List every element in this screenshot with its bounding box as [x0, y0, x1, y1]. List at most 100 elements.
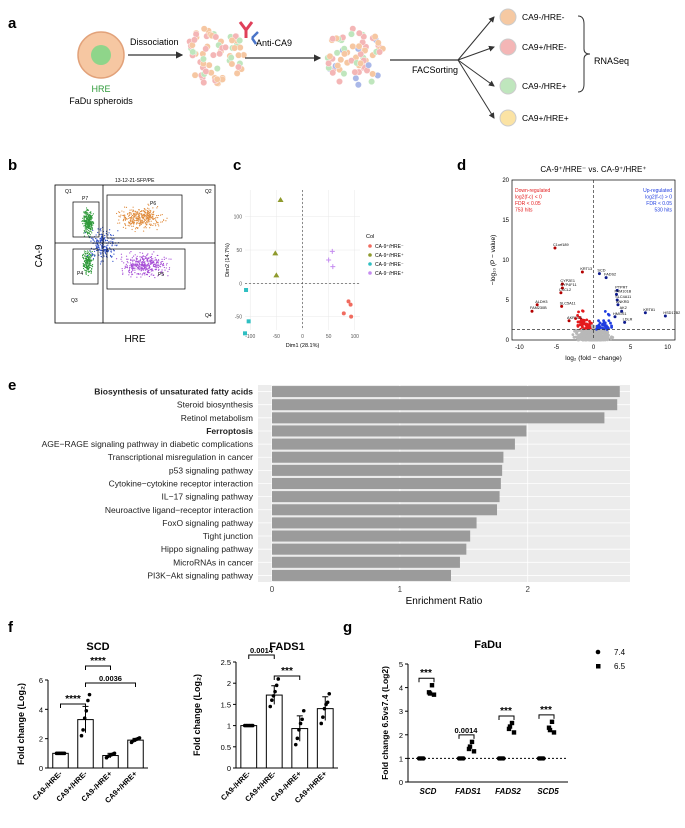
cell	[371, 33, 379, 40]
x-axis-label: log₂ (fold − change)	[565, 355, 622, 362]
event	[128, 274, 130, 276]
event	[122, 220, 124, 222]
x-tick-label: 1	[398, 585, 403, 594]
event	[100, 227, 102, 230]
event	[90, 224, 92, 227]
event	[144, 225, 146, 228]
event	[95, 241, 98, 243]
gene-point	[571, 333, 575, 337]
gene-label: CXCL2	[559, 288, 571, 292]
event	[155, 225, 157, 227]
event	[129, 217, 131, 219]
labeled-gene-point	[614, 292, 618, 296]
event	[150, 223, 152, 225]
event	[90, 222, 92, 224]
event	[159, 266, 162, 268]
event	[92, 257, 95, 260]
gene-point	[584, 334, 588, 338]
event	[144, 256, 146, 258]
gene-label: HMGS1	[613, 312, 627, 316]
event	[156, 222, 158, 224]
cell	[233, 69, 241, 77]
gene-point	[576, 314, 579, 317]
event	[108, 232, 110, 234]
event	[85, 207, 88, 209]
event	[136, 222, 138, 224]
event	[108, 241, 110, 243]
event	[116, 244, 118, 247]
y-tick-label: 3	[399, 707, 403, 716]
event	[130, 218, 132, 220]
event	[162, 273, 164, 276]
event	[136, 216, 138, 218]
event	[134, 259, 136, 261]
event	[140, 222, 142, 224]
labeled-gene-point	[560, 286, 564, 290]
event	[139, 252, 141, 254]
event	[138, 214, 140, 216]
pathway-label: Steroid biosynthesis	[177, 400, 253, 410]
event	[153, 217, 155, 220]
cell	[213, 65, 221, 72]
cell	[351, 68, 359, 76]
event	[136, 220, 138, 222]
event	[140, 269, 142, 271]
event	[150, 274, 152, 276]
event	[148, 259, 150, 261]
labeled-gene-point	[567, 319, 571, 323]
event	[84, 260, 86, 263]
event	[130, 224, 132, 226]
event	[167, 275, 169, 277]
event	[132, 218, 134, 221]
event	[131, 228, 133, 231]
event	[168, 258, 170, 260]
event	[86, 265, 88, 268]
gate-p4	[72, 248, 99, 285]
category-label: FADS1	[455, 787, 481, 796]
enrichment-bar	[272, 530, 471, 542]
event	[111, 255, 113, 257]
y-tick-label: 100	[234, 215, 243, 221]
y-axis-label: Dim2 (14.7%)	[225, 243, 231, 277]
event	[141, 216, 144, 218]
event	[106, 245, 108, 247]
event	[87, 254, 89, 256]
event	[134, 213, 136, 215]
event	[133, 221, 135, 223]
pathway-label: Tight junction	[203, 531, 254, 541]
event	[83, 265, 85, 267]
legend-title: Col	[366, 234, 374, 240]
cell	[352, 74, 360, 82]
gene-point	[597, 327, 600, 330]
event	[84, 254, 86, 256]
event	[118, 215, 120, 217]
event	[82, 256, 84, 258]
event	[89, 261, 91, 263]
gene-label: CYP4F11	[560, 283, 576, 287]
x-tick-label: 0	[592, 345, 596, 351]
event	[128, 225, 130, 227]
event	[151, 214, 154, 216]
legend-marker	[368, 271, 372, 275]
event	[88, 214, 90, 216]
enrichment-bar	[272, 438, 515, 450]
event	[146, 261, 148, 263]
event	[107, 234, 109, 236]
event	[84, 253, 86, 255]
event	[120, 258, 122, 260]
gene-point	[590, 321, 593, 325]
event	[150, 220, 152, 222]
event	[140, 265, 142, 267]
event	[141, 215, 143, 217]
event	[125, 206, 128, 208]
cell	[222, 43, 229, 51]
event	[131, 225, 133, 227]
event	[99, 263, 102, 265]
gate-q1: Q1	[65, 189, 72, 195]
event	[129, 209, 131, 211]
panel-a-schematic: HRE FaDu spheroids Dissociation Anti-CA9…	[69, 8, 629, 127]
event	[143, 227, 145, 229]
chart-title: SCD	[86, 641, 109, 653]
event	[88, 270, 91, 273]
event	[122, 226, 125, 228]
